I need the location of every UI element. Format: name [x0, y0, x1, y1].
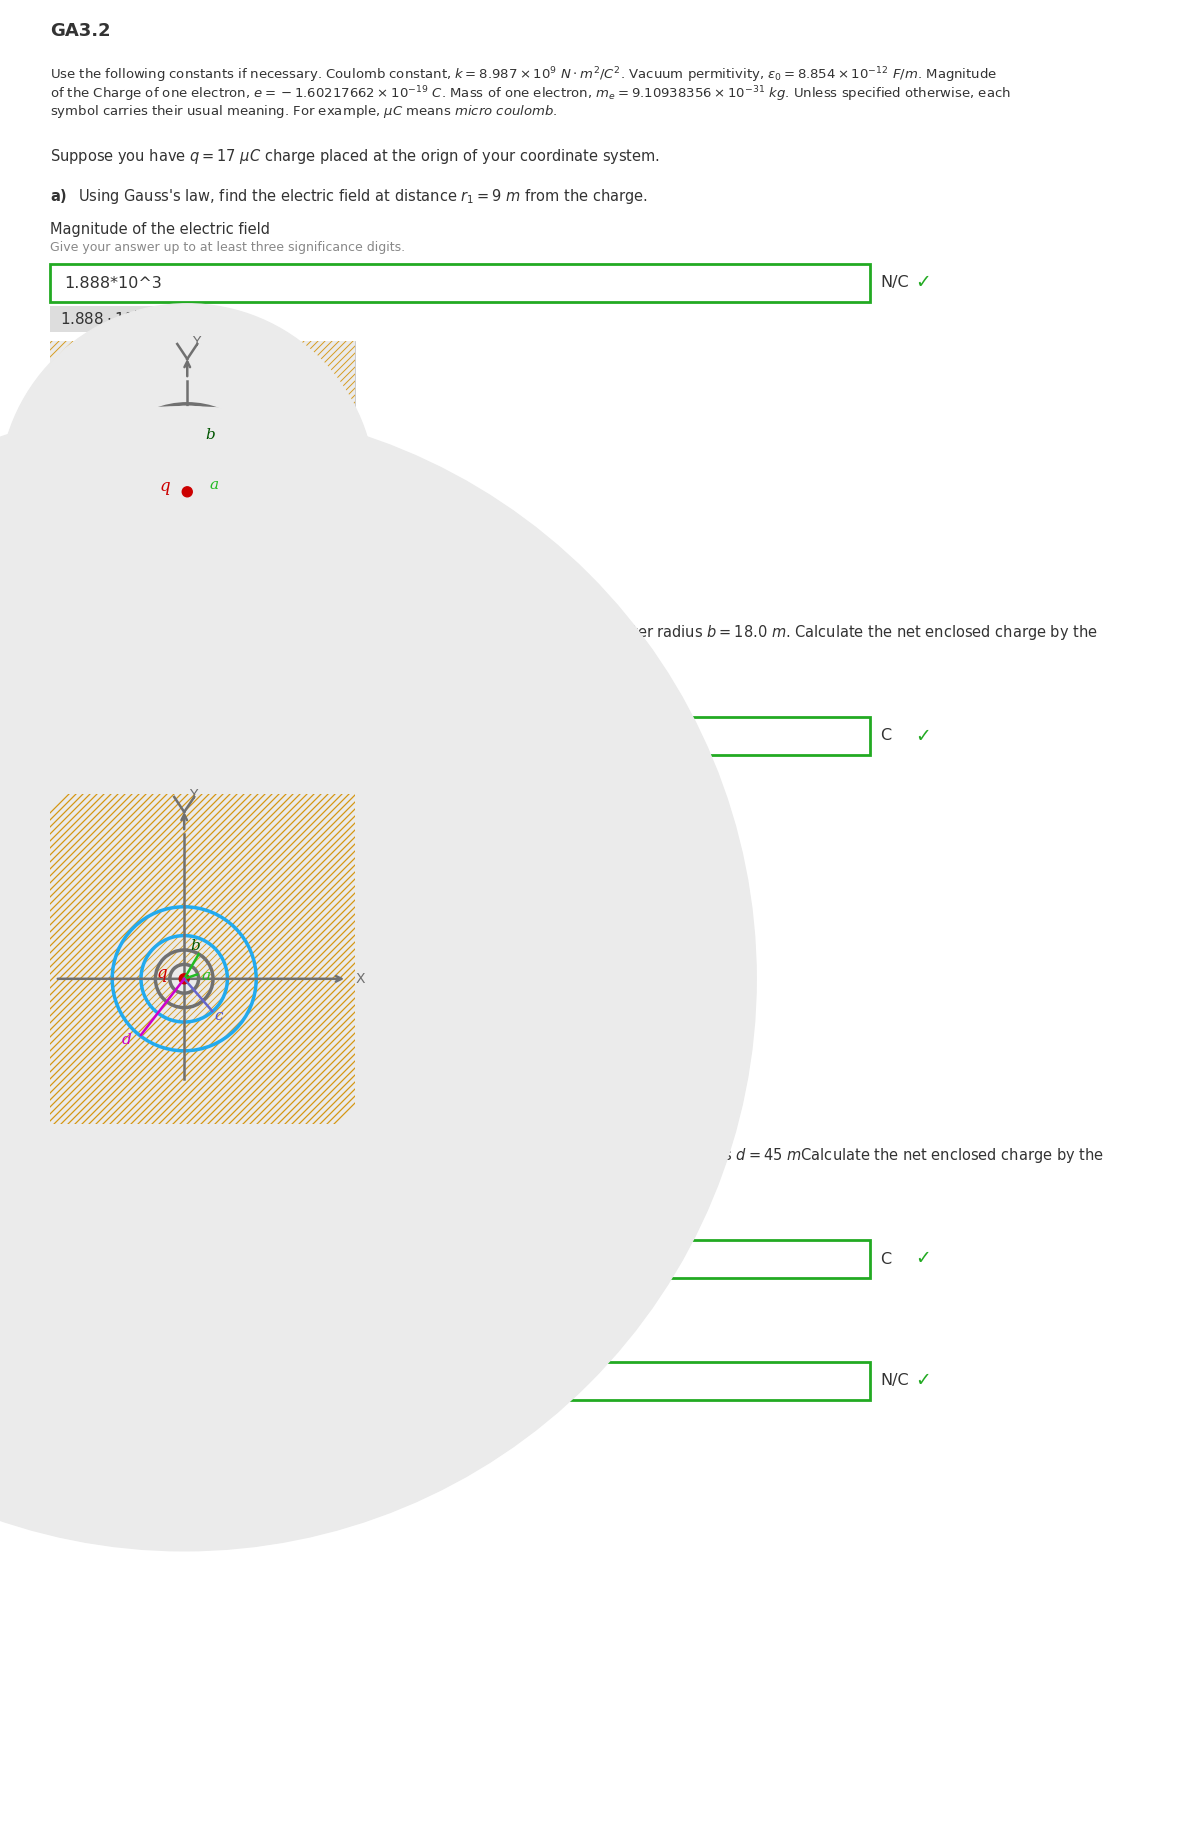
Bar [50, 717, 870, 756]
Text: Give your answer up to at least three significance digits.: Give your answer up to at least three si… [50, 694, 406, 707]
Text: 1.888*10^3: 1.888*10^3 [64, 275, 162, 291]
Text: $1.888 \cdot 10^3$: $1.888 \cdot 10^3$ [60, 310, 142, 328]
Text: Using Gauss's law, find the electric field at distance $r_1 = 9\ m$ from the cha: Using Gauss's law, find the electric fie… [78, 188, 648, 206]
Circle shape [170, 965, 199, 992]
Text: $\bf{c)}$: $\bf{c)}$ [50, 1145, 66, 1164]
Text: of the Charge of one electron, $e = -1.60217662 \times 10^{-19}\ C$. Mass of one: of the Charge of one electron, $e = -1.6… [50, 84, 1010, 104]
Text: ✓: ✓ [916, 1371, 931, 1391]
Bar [50, 759, 106, 785]
Circle shape [142, 936, 228, 1022]
Text: symbol carries their usual meaning. For example, $\mu C$ means $\mathit{micro\ c: symbol carries their usual meaning. For … [50, 104, 558, 120]
Circle shape [170, 965, 199, 992]
Text: N/C: N/C [880, 1373, 908, 1388]
Circle shape [166, 470, 209, 514]
Circle shape [97, 402, 277, 581]
Text: net enclosed charge by the Gaussian surface of radius $r_1$: net enclosed charge by the Gaussian surf… [50, 676, 468, 694]
Text: Y: Y [192, 335, 200, 350]
Bar [50, 1362, 870, 1400]
Text: 0: 0 [64, 728, 74, 743]
Bar [50, 341, 355, 601]
Bar [50, 794, 355, 1124]
Text: C: C [880, 728, 892, 743]
Text: 301.81: 301.81 [60, 1409, 113, 1424]
Circle shape [0, 606, 557, 1351]
Text: Gaussian surface of radius $r_2 = 22.5\ m$and electric field at $r_2$.: Gaussian surface of radius $r_2 = 22.5\ … [50, 1165, 496, 1184]
Text: b: b [191, 940, 200, 954]
Text: q: q [160, 479, 170, 495]
Text: $\bf{a)}$: $\bf{a)}$ [50, 188, 67, 206]
Circle shape [167, 472, 209, 514]
Text: Now you place a hollow conducting sphere of inner radius $a = 4.5\ m$ and outer : Now you place a hollow conducting sphere… [78, 623, 1098, 643]
Text: a: a [210, 477, 220, 492]
Text: Y: Y [190, 788, 198, 801]
Text: ✓: ✓ [916, 727, 931, 745]
Circle shape [182, 486, 192, 497]
Text: X: X [356, 972, 366, 985]
Circle shape [113, 907, 257, 1051]
Text: d: d [122, 1033, 132, 1047]
Text: 301.81: 301.81 [64, 1373, 120, 1388]
Text: Suppose you have $q = 17\ \mu C$ charge placed at the orign of your coordinate s: Suppose you have $q = 17\ \mu C$ charge … [50, 148, 660, 166]
Text: Give your answer up to at least three significance digits.: Give your answer up to at least three si… [50, 1216, 406, 1229]
Bar [50, 1404, 130, 1429]
Text: Give your answer up to at least three significance digits.: Give your answer up to at least three si… [50, 240, 406, 253]
Text: b: b [205, 428, 215, 443]
Text: ✓: ✓ [916, 273, 931, 293]
Text: Now consider another hollow conducting sphere of inner radius $c = 27\ m$and out: Now consider another hollow conducting s… [78, 1145, 1104, 1165]
Circle shape [179, 974, 190, 983]
Text: Magnitude of the electric field: Magnitude of the electric field [50, 222, 270, 237]
Text: Electric field at $r_2$: Electric field at $r_2$ [50, 1320, 178, 1338]
Circle shape [0, 304, 376, 679]
Text: N/C: N/C [880, 275, 908, 291]
Bar [50, 264, 870, 302]
Text: net enclosed charge by the Gaussian surface of radius $r_2$: net enclosed charge by the Gaussian surf… [50, 1198, 468, 1216]
Text: C: C [880, 1251, 892, 1266]
Text: $\bf{b)}$: $\bf{b)}$ [50, 623, 68, 641]
Text: q: q [157, 965, 168, 982]
Text: GA3.2: GA3.2 [50, 22, 110, 40]
Text: c: c [215, 1009, 223, 1023]
Text: a: a [202, 969, 210, 983]
Bar [50, 306, 170, 331]
Text: 17*10^-6: 17*10^-6 [64, 1251, 142, 1266]
Bar [50, 1282, 170, 1307]
Bar [50, 341, 355, 601]
Text: $17 \cdot 10^{-6}$: $17 \cdot 10^{-6}$ [60, 1286, 127, 1304]
Text: Use the following constants if necessary. Coulomb constant, $k = 8.987 \times 10: Use the following constants if necessary… [50, 66, 997, 84]
Text: ✓: ✓ [916, 1249, 931, 1269]
Bar [50, 341, 355, 601]
Circle shape [142, 936, 228, 1022]
Text: 0: 0 [60, 765, 70, 779]
Text: Give your answer to at least two significance digits.: Give your answer to at least two signifi… [50, 1338, 374, 1351]
Text: Gaussian surface of radius $r_1$.: Gaussian surface of radius $r_1$. [50, 643, 268, 661]
Circle shape [166, 470, 209, 514]
Bar [50, 1240, 870, 1278]
Circle shape [0, 406, 756, 1551]
Circle shape [142, 936, 228, 1022]
Text: X: X [350, 477, 360, 492]
